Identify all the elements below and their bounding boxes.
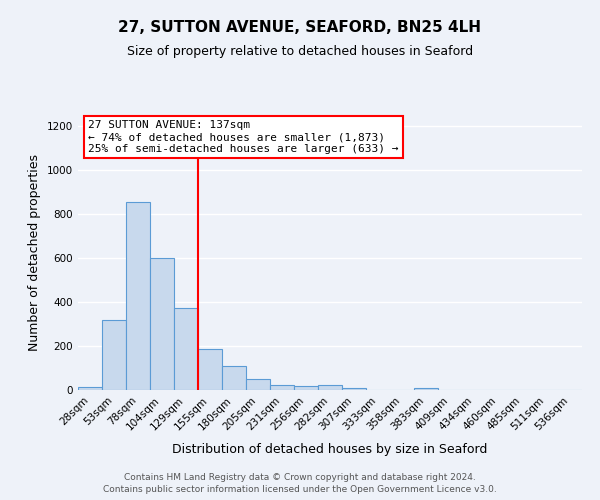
Bar [294,386,318,390]
Bar [198,350,222,390]
X-axis label: Distribution of detached houses by size in Seaford: Distribution of detached houses by size … [172,443,488,456]
Bar [222,366,246,390]
Bar [342,388,366,390]
Bar [102,320,126,390]
Text: Contains HM Land Registry data © Crown copyright and database right 2024.: Contains HM Land Registry data © Crown c… [124,472,476,482]
Text: 27, SUTTON AVENUE, SEAFORD, BN25 4LH: 27, SUTTON AVENUE, SEAFORD, BN25 4LH [119,20,482,35]
Text: 27 SUTTON AVENUE: 137sqm
← 74% of detached houses are smaller (1,873)
25% of sem: 27 SUTTON AVENUE: 137sqm ← 74% of detach… [88,120,398,154]
Bar [78,388,102,390]
Bar [414,388,438,390]
Text: Size of property relative to detached houses in Seaford: Size of property relative to detached ho… [127,45,473,58]
Bar [174,308,198,390]
Bar [270,384,294,390]
Text: Contains public sector information licensed under the Open Government Licence v3: Contains public sector information licen… [103,485,497,494]
Bar [126,202,150,390]
Y-axis label: Number of detached properties: Number of detached properties [28,154,41,351]
Bar [246,380,270,390]
Bar [150,258,174,390]
Bar [318,385,342,390]
